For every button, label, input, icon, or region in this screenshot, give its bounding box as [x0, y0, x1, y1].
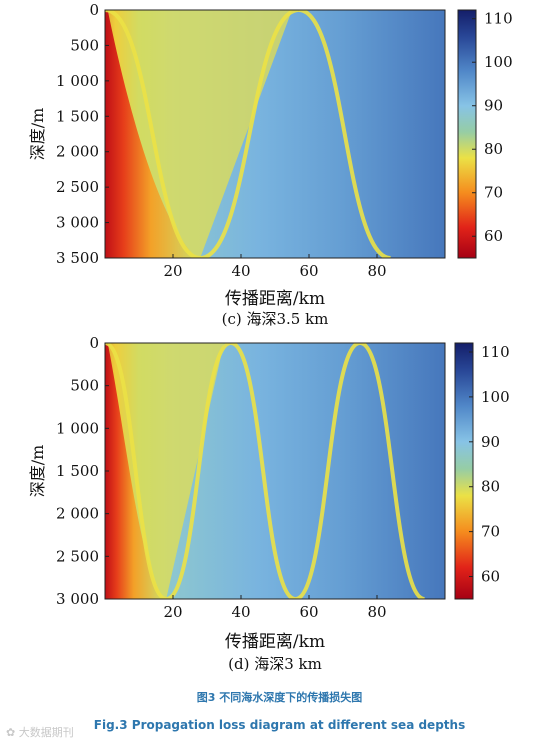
y-tick-label: 2 500	[56, 178, 99, 196]
x-tick-label: 20	[163, 262, 182, 280]
colorbar-tick-label: 90	[481, 433, 500, 451]
y-axis-label: 深度/m	[28, 108, 47, 161]
subtitle-d: (d) 海深3 km	[228, 655, 322, 673]
watermark: ✿ 大数据期刊	[6, 726, 74, 739]
caustic-curve	[230, 343, 297, 599]
y-tick-label: 1 500	[56, 107, 99, 125]
colorbar	[454, 342, 474, 600]
y-tick-label: 500	[70, 377, 99, 395]
caustic-curve	[359, 343, 426, 599]
y-tick-label: 1 000	[56, 419, 99, 437]
y-tick-label: 0	[89, 334, 99, 352]
colorbar-tick-label: 110	[481, 343, 510, 361]
colorbar-tick-label: 60	[481, 568, 500, 586]
chart-panel-c: 0 500 1 000 1 500 2 000 2 500 3 000 3 500 20 40 60…	[0, 0, 559, 335]
figure-caption-en: Fig.3 Propagation loss diagram at differ…	[93, 718, 466, 732]
chart-panel-d: 0 500 1 000 1 500 2 000 2 500 3 000 20 40 60 80 深度/…	[0, 334, 559, 680]
y-tick-label: 1 500	[56, 462, 99, 480]
colorbar-tick-label: 70	[484, 184, 503, 202]
near-source-zone	[105, 10, 197, 258]
colorbar-tick-label: 90	[484, 97, 503, 115]
x-axis-label-d: 传播距离/km	[224, 632, 326, 652]
colorbar-tick-label: 100	[481, 388, 510, 406]
x-tick-label: 40	[231, 603, 250, 621]
subtitle-c: (c) 海深3.5 km	[221, 310, 329, 328]
y-axis-label: 深度/m	[28, 445, 47, 498]
caustic-curve	[165, 343, 232, 599]
heatmap-field	[105, 10, 445, 258]
y-tick-label: 2 500	[56, 547, 99, 565]
colorbar	[457, 9, 477, 259]
colorbar-tick-label: 80	[481, 478, 500, 496]
x-tick-label: 20	[163, 603, 182, 621]
plot-frame	[104, 9, 446, 259]
colorbar-tick-label: 70	[481, 523, 500, 541]
caustic-curve	[199, 10, 300, 258]
heatmap-svg-d: 0 500 1 000 1 500 2 000 2 500 3 000 20 40 60 80 深度/…	[28, 334, 510, 621]
x-tick-label: 80	[367, 603, 386, 621]
colorbar-tick-label: 110	[484, 10, 513, 28]
figure-caption-cn: 图3 不同海水深度下的传播损失图	[196, 691, 363, 704]
colorbar-tick-label: 100	[484, 53, 513, 71]
colorbar-tick-label: 60	[484, 227, 503, 245]
caustic-curve	[105, 10, 201, 258]
near-source-zone	[105, 343, 163, 599]
x-tick-label: 60	[299, 262, 318, 280]
caustic-curve	[294, 343, 361, 599]
heatmap-field	[105, 343, 445, 599]
y-tick-label: 3 000	[56, 214, 99, 232]
y-tick-label: 1 000	[56, 72, 99, 90]
caustic-curve	[298, 10, 392, 258]
x-axis-label-c: 传播距离/km	[224, 289, 326, 309]
watermark-text: 大数据期刊	[18, 726, 74, 739]
y-tick-label: 2 000	[56, 505, 99, 523]
y-tick-label: 3 500	[56, 249, 99, 267]
y-tick-label: 3 000	[56, 590, 99, 608]
x-tick-label: 80	[367, 262, 386, 280]
x-tick-label: 60	[299, 603, 318, 621]
y-tick-label: 2 000	[56, 143, 99, 161]
heatmap-svg-c: 0 500 1 000 1 500 2 000 2 500 3 000 3 500 20 40 60…	[28, 1, 513, 280]
y-tick-label: 0	[89, 1, 99, 19]
y-tick-label: 500	[70, 36, 99, 54]
colorbar-tick-label: 80	[484, 140, 503, 158]
caustic-curve	[105, 343, 167, 599]
x-tick-label: 40	[231, 262, 250, 280]
